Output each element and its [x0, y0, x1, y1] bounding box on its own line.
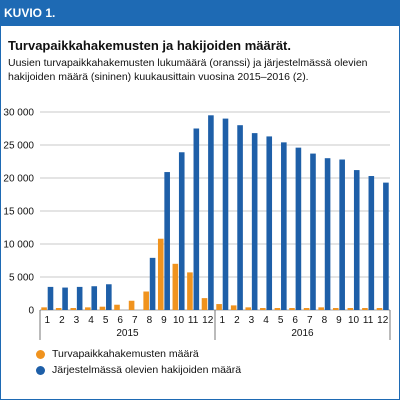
y-tick-label: 0: [28, 306, 34, 317]
legend-item-applications: Turvapaikkahakemusten määrä: [36, 346, 241, 362]
bar-applicants: [91, 286, 98, 310]
year-label: 2016: [291, 328, 314, 339]
y-tick-label: 20 000: [3, 174, 34, 185]
x-tick-label: 2: [59, 315, 65, 326]
bar-applicants: [310, 153, 316, 310]
bar-applicants: [222, 118, 229, 310]
bar-applications: [347, 308, 354, 310]
figure-header-bar: KUVIO 1.: [0, 0, 400, 26]
figure-number-label: KUVIO 1.: [4, 6, 56, 20]
chart-subtitle: Uusien turvapaikkahakemusten lukumäärä (…: [8, 57, 368, 83]
bar-applicants: [353, 170, 360, 310]
x-tick-label: 8: [322, 315, 328, 326]
y-tick-label: 15 000: [3, 207, 34, 218]
bar-applications: [172, 263, 179, 310]
bar-applications: [376, 308, 383, 310]
bar-applications: [70, 308, 77, 310]
bar-applications: [303, 308, 310, 310]
bar-applications: [318, 307, 324, 310]
bar-applicants: [281, 142, 287, 310]
x-tick-label: 7: [132, 315, 138, 326]
legend-orange-marker: [36, 349, 45, 359]
bar-applicants: [383, 182, 389, 310]
x-tick-label: 6: [292, 315, 298, 326]
x-tick-label: 6: [117, 315, 123, 326]
bar-applicants: [76, 286, 83, 310]
bar-applicants: [368, 176, 375, 310]
x-tick-label: 2: [234, 315, 240, 326]
x-tick-label: 4: [88, 315, 94, 326]
bar-applicants: [295, 147, 302, 310]
x-tick-label: 1: [45, 315, 51, 326]
bar-applications: [245, 307, 252, 310]
bar-applicants: [251, 133, 258, 310]
x-tick-label: 5: [103, 315, 109, 326]
bar-applicants: [208, 115, 214, 310]
x-tick-label: 5: [278, 315, 284, 326]
x-tick-label: 3: [249, 315, 255, 326]
bar-applicants: [149, 257, 156, 310]
bar-applications: [274, 308, 281, 310]
bar-applications: [362, 308, 368, 310]
bar-applications: [187, 272, 193, 310]
bar-applicants: [237, 125, 243, 310]
x-tick-label: 12: [377, 315, 389, 326]
x-tick-label: 4: [263, 315, 269, 326]
bar-applications: [55, 308, 62, 310]
x-tick-label: 9: [336, 315, 342, 326]
legend-blue-marker: [36, 365, 45, 375]
bar-applications: [128, 300, 135, 310]
bar-applicants: [47, 286, 54, 310]
x-tick-label: 11: [188, 315, 199, 326]
x-tick-label: 1: [220, 315, 226, 326]
x-tick-label: 3: [74, 315, 80, 326]
bar-applications: [157, 238, 164, 310]
y-tick-label: 5 000: [9, 273, 34, 284]
x-tick-label: 10: [173, 315, 185, 326]
bar-applicants: [193, 128, 200, 310]
year-label: 2015: [116, 328, 139, 339]
bar-applications: [332, 308, 339, 310]
x-tick-label: 11: [363, 315, 374, 326]
x-tick-label: 8: [147, 315, 153, 326]
x-tick-label: 7: [307, 315, 313, 326]
legend-item-applicants: Järjestelmässä olevien hakijoiden määrä: [36, 362, 241, 378]
bar-applications: [85, 307, 91, 310]
bar-applications: [230, 305, 237, 310]
bar-applications: [114, 304, 120, 310]
x-tick-label: 10: [348, 315, 360, 326]
x-tick-label: 9: [161, 315, 167, 326]
bar-applications: [41, 307, 47, 310]
legend-label-applicants: Järjestelmässä olevien hakijoiden määrä: [52, 364, 242, 376]
bar-applications: [201, 298, 208, 310]
bar-applicants: [266, 136, 273, 310]
bar-applications: [216, 304, 222, 310]
bar-applicants: [106, 284, 112, 310]
bar-applicants: [62, 287, 68, 310]
bar-applications: [260, 308, 266, 310]
bar-applicants: [324, 158, 331, 310]
bar-applications: [143, 291, 149, 310]
legend-label-applications: Turvapaikkahakemusten määrä: [52, 348, 199, 360]
bar-applicants: [164, 172, 170, 310]
chart-title: Turvapaikkahakemusten ja hakijoiden määr…: [8, 38, 291, 53]
bar-applications: [289, 308, 295, 310]
chart-legend: Turvapaikkahakemusten määrä Järjestelmäs…: [36, 346, 241, 378]
y-tick-label: 30 000: [3, 108, 34, 119]
y-tick-label: 10 000: [3, 240, 34, 251]
bar-applicants: [178, 152, 185, 310]
y-tick-label: 25 000: [3, 141, 34, 152]
bar-applications: [99, 306, 106, 310]
bar-applicants: [339, 159, 345, 310]
x-tick-label: 12: [202, 315, 214, 326]
